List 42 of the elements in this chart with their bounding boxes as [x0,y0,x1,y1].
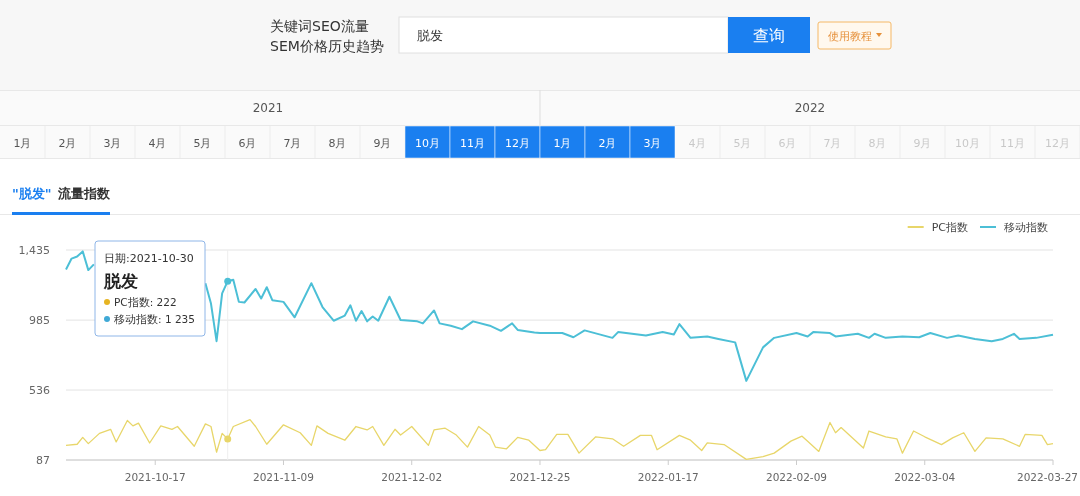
y-tick-label: 536 [29,384,50,398]
annotation: 移动指数: 1 235 [114,313,195,325]
text: 2022 [794,101,826,115]
x-tick-label: 2022-01-17 [637,471,699,483]
text: 7月 [283,137,302,150]
text: 3月 [643,137,662,150]
annotation: 日期:2021-10-30 [104,252,194,265]
x-tick-label: 2021-11-09 [252,471,314,483]
x-tick-label: 2022-03-27 [1016,471,1078,483]
text: 6月 [238,137,257,150]
text: 2月 [58,137,77,150]
text: 查询 [753,26,785,45]
x-tick-label: 2021-12-25 [509,471,571,483]
legend-label: PC指数 [931,221,968,234]
x-tick-label: 2022-02-09 [765,471,828,483]
text: 脱发 [417,28,443,43]
x-tick-label: 2022-03-04 [894,471,956,483]
annotation: 脱发 [103,271,138,291]
text: 关键词SEO流量 [270,18,369,34]
text: 11月 [460,137,485,150]
chart-subtitle: 流量指数 [56,186,111,201]
text: 3月 [103,137,122,150]
text: 使用教程 [828,30,872,43]
text: 9月 [373,137,392,150]
text: 10月 [415,137,440,150]
text: 5月 [193,137,212,150]
x-tick-label: 2021-12-02 [381,471,443,483]
y-tick-label: 1,435 [18,244,50,257]
text: 2月 [598,137,617,150]
legend-label: 移动指数 [1004,221,1048,234]
text: 2021 [252,101,284,115]
x-tick-label: 2021-10-17 [124,471,186,483]
text: 12月 [505,137,530,150]
text: 8月 [328,137,347,150]
text: SEM价格历史趋势 [270,38,384,54]
annotation: PC指数: 222 [114,296,177,308]
y-tick-label: 985 [29,314,50,328]
text: 1月 [553,137,572,150]
y-tick-label: 87 [36,454,50,467]
chart-title: "脱发" [12,186,52,201]
text: 1月 [13,137,32,150]
text: 4月 [148,137,167,150]
